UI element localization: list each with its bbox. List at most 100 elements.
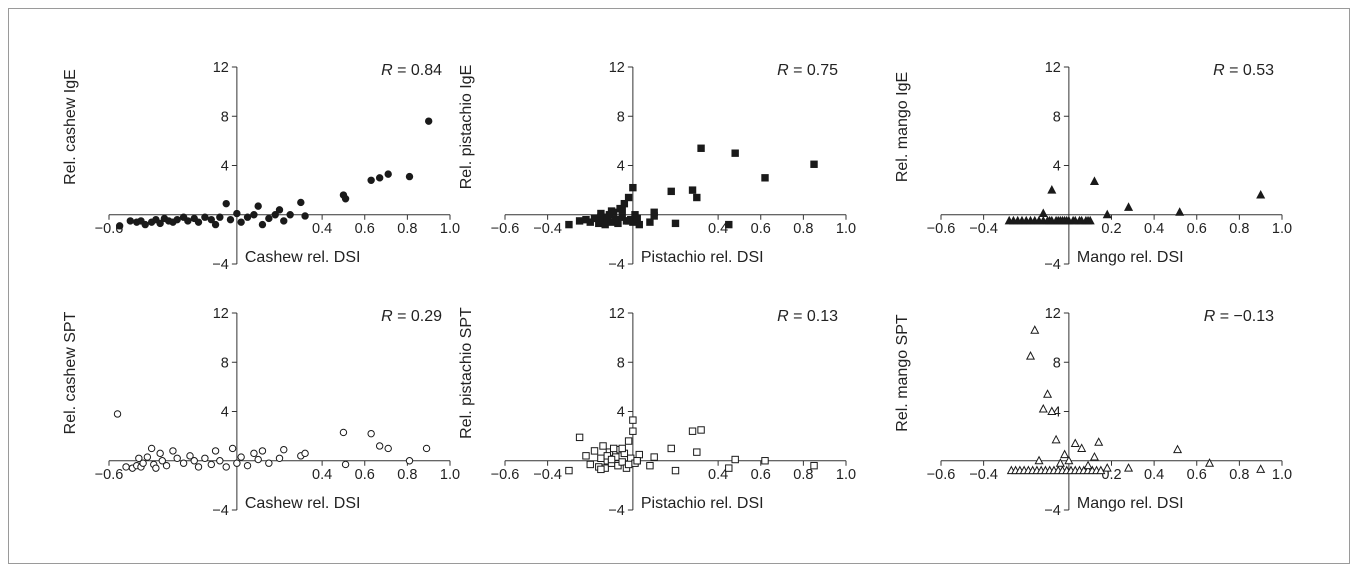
data-point: [375, 442, 384, 450]
y-axis-title: Rel. mango IgE: [894, 72, 911, 182]
data-point: [1034, 455, 1044, 465]
data-point: [1256, 464, 1266, 473]
x-tick-label: 0.6: [355, 221, 375, 237]
data-point: [667, 187, 675, 196]
data-point: [222, 463, 230, 471]
data-point: [629, 427, 637, 435]
data-point: [1089, 176, 1099, 186]
x-tick-label: 1.0: [836, 221, 856, 237]
data-point: [184, 217, 192, 225]
data-point: [1070, 438, 1080, 448]
data-point: [607, 455, 616, 464]
data-point: [565, 466, 573, 475]
data-point: [233, 459, 241, 467]
data-point: [1038, 403, 1048, 413]
data-point: [688, 427, 697, 435]
y-tick-label: −4: [608, 503, 625, 519]
data-point: [697, 144, 705, 152]
data-point: [190, 457, 198, 465]
data-point: [725, 464, 733, 472]
y-tick-label: 4: [1053, 405, 1061, 421]
correlation-value: = 0.53: [1225, 62, 1274, 79]
x-tick-label: 0.6: [751, 467, 771, 483]
data-point: [243, 213, 252, 221]
data-point: [1064, 455, 1074, 465]
data-point: [1102, 463, 1112, 472]
data-point: [810, 461, 818, 470]
data-point: [384, 170, 392, 178]
data-point: [603, 213, 611, 221]
data-point: [618, 458, 626, 466]
data-point: [629, 416, 637, 424]
data-point: [156, 449, 164, 458]
correlation-label: R = 0.75: [777, 62, 838, 79]
data-point: [624, 193, 633, 202]
data-point: [1124, 202, 1134, 211]
x-tick-label: 0.6: [751, 221, 771, 237]
data-point: [601, 220, 609, 229]
data-point: [339, 428, 348, 437]
data-point: [169, 447, 177, 455]
x-tick-label: 1.0: [1272, 221, 1292, 237]
data-point: [597, 209, 605, 218]
data-point: [405, 172, 414, 181]
x-tick-label: 0.4: [1144, 221, 1164, 237]
x-tick-label: 0.6: [355, 467, 375, 483]
data-point: [810, 160, 818, 168]
data-point: [341, 195, 350, 203]
x-axis-title: Pistachio rel. DSI: [641, 249, 764, 266]
data-point: [650, 208, 658, 216]
y-tick-label: 4: [617, 405, 625, 421]
y-tick-label: 4: [617, 159, 625, 175]
correlation-symbol: R: [1213, 62, 1225, 79]
correlation-value: = 0.29: [393, 308, 442, 325]
data-point: [599, 442, 607, 450]
y-tick-label: 8: [617, 109, 625, 125]
data-point: [207, 460, 216, 469]
x-tick-label: −0.6: [95, 467, 124, 483]
data-point: [688, 186, 697, 194]
data-point: [1025, 351, 1036, 360]
data-point: [650, 453, 658, 461]
x-tick-label: 0.8: [793, 221, 813, 237]
data-point: [1205, 458, 1215, 467]
data-point: [201, 454, 209, 462]
data-point: [671, 466, 680, 475]
x-tick-label: 1.0: [440, 221, 460, 237]
y-axis-title: Rel. cashew IgE: [62, 69, 79, 185]
x-axis-title: Mango rel. DSI: [1077, 249, 1184, 266]
data-point: [635, 450, 643, 459]
data-point: [731, 455, 739, 464]
data-point: [1175, 207, 1185, 216]
correlation-label: R = 0.84: [381, 62, 442, 79]
y-tick-label: −4: [1044, 257, 1061, 273]
x-axis-title: Cashew rel. DSI: [245, 495, 361, 512]
correlation-label: R = 0.13: [777, 308, 838, 325]
correlation-label: R = −0.13: [1204, 308, 1274, 325]
data-point: [143, 453, 152, 461]
data-point: [575, 217, 584, 225]
x-tick-label: −0.4: [533, 221, 562, 237]
correlation-symbol: R: [777, 62, 789, 79]
data-point: [582, 452, 590, 460]
data-point: [237, 218, 245, 226]
data-point: [280, 445, 288, 454]
x-tick-label: −0.4: [969, 467, 998, 483]
x-axis-title: Cashew rel. DSI: [245, 249, 361, 266]
data-point: [620, 199, 629, 208]
data-point: [1030, 325, 1040, 334]
y-tick-label: 8: [221, 109, 229, 125]
data-point: [614, 219, 622, 228]
data-point: [341, 460, 350, 469]
data-point: [1077, 443, 1087, 452]
x-tick-label: −0.6: [927, 467, 956, 483]
data-point: [271, 211, 279, 219]
data-point: [422, 444, 431, 453]
x-tick-label: 0.8: [397, 221, 417, 237]
correlation-symbol: R: [777, 308, 789, 325]
data-point: [162, 461, 171, 470]
data-point: [265, 459, 273, 467]
y-tick-label: −4: [1044, 503, 1061, 519]
